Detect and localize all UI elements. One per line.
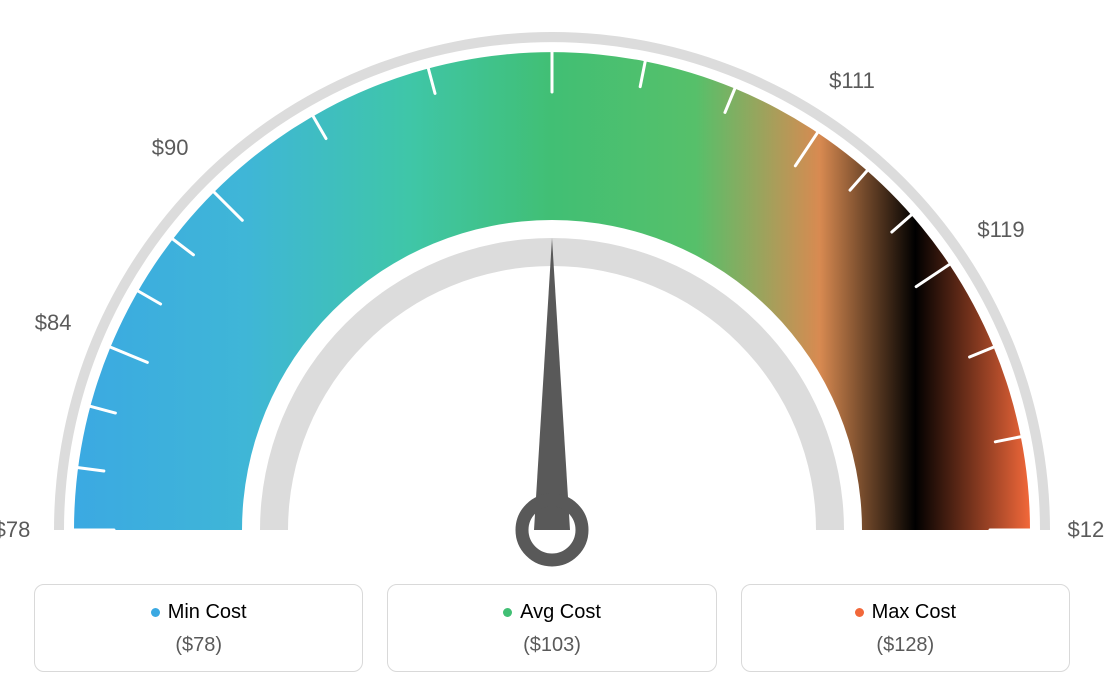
- gauge-tick-label: $128: [1068, 517, 1104, 543]
- legend-label: Min Cost: [168, 601, 247, 624]
- gauge-tick-label: $90: [152, 135, 189, 161]
- legend-value: ($128): [752, 634, 1059, 657]
- dot-icon: [503, 608, 512, 617]
- legend-label: Max Cost: [872, 601, 956, 624]
- gauge-chart: $78 $84 $90 $103 $111 $119 $128: [0, 0, 1104, 570]
- gauge-tick-label: $111: [829, 68, 875, 94]
- dot-icon: [151, 608, 160, 617]
- legend-title-min: Min Cost: [151, 601, 247, 624]
- legend-value: ($103): [398, 634, 705, 657]
- gauge-svg: [0, 0, 1104, 570]
- gauge-tick-label: $84: [35, 310, 72, 336]
- dot-icon: [855, 608, 864, 617]
- gauge-tick-label: $78: [0, 517, 30, 543]
- legend-card-avg: Avg Cost ($103): [387, 584, 716, 672]
- legend-row: Min Cost ($78) Avg Cost ($103) Max Cost …: [0, 584, 1104, 672]
- gauge-tick-label: $119: [977, 217, 1024, 243]
- legend-title-avg: Avg Cost: [503, 601, 601, 624]
- legend-value: ($78): [45, 634, 352, 657]
- legend-card-min: Min Cost ($78): [34, 584, 363, 672]
- legend-title-max: Max Cost: [855, 601, 956, 624]
- gauge-tick-label: $103: [528, 0, 577, 3]
- legend-label: Avg Cost: [520, 601, 601, 624]
- legend-card-max: Max Cost ($128): [741, 584, 1070, 672]
